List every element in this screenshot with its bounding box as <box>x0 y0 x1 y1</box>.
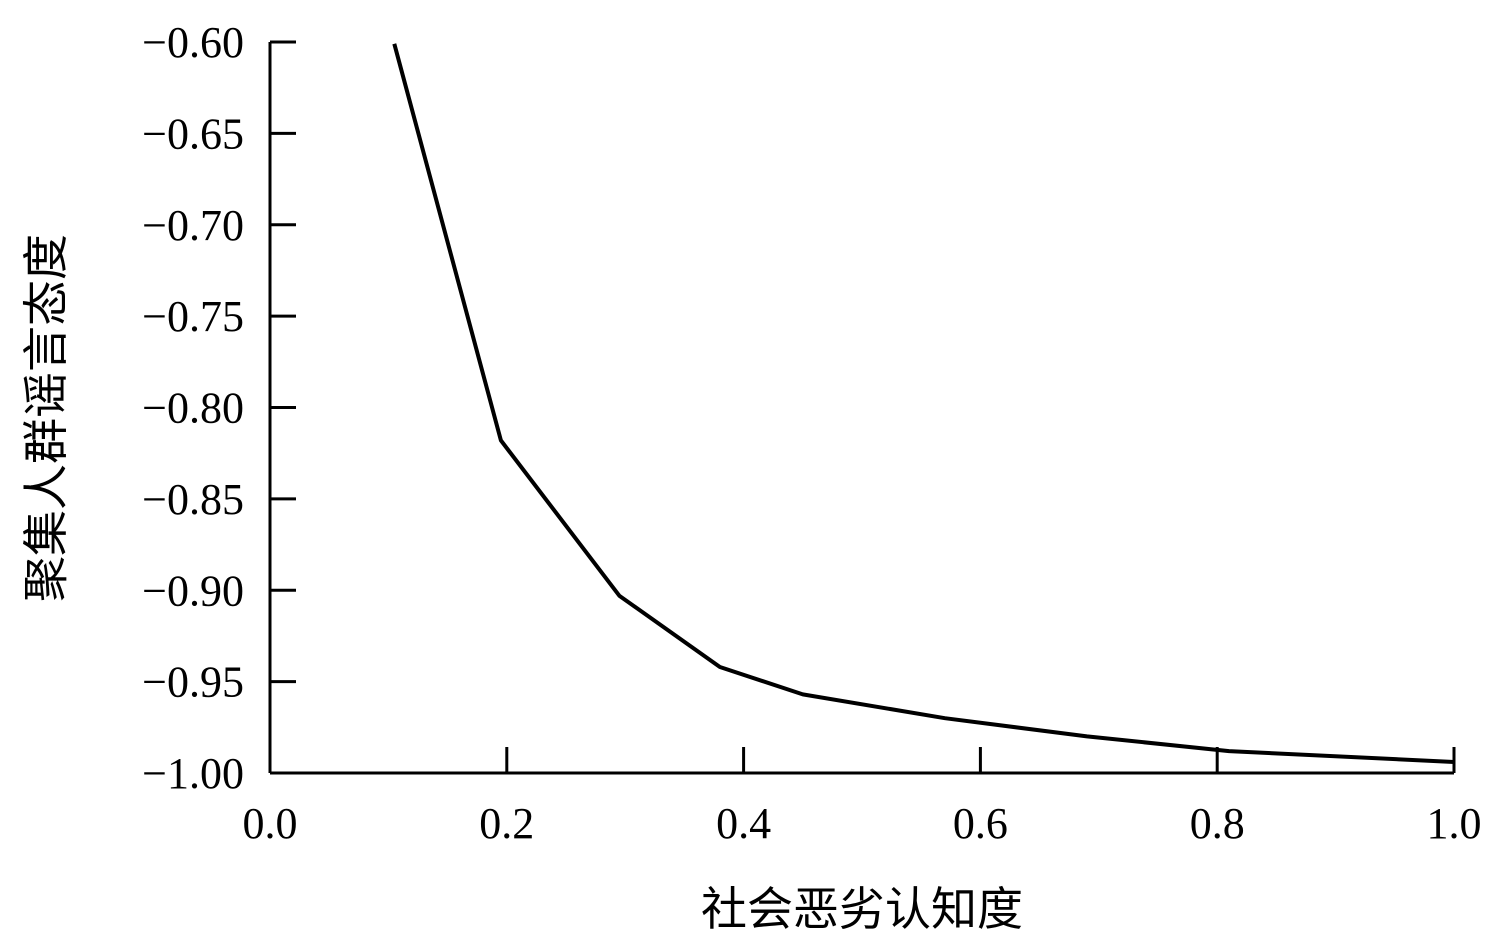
y-tick-label: −0.65 <box>142 109 244 158</box>
x-tick-label: 0.4 <box>716 799 771 848</box>
y-tick-label: −0.70 <box>142 201 244 250</box>
x-tick-label: 1.0 <box>1427 799 1482 848</box>
y-tick-label: −0.75 <box>142 292 244 341</box>
y-tick-label: −1.00 <box>142 749 244 798</box>
x-tick-label: 0.2 <box>479 799 534 848</box>
y-tick-label: −0.60 <box>142 18 244 67</box>
y-ticks: −0.60 −0.65 −0.70 −0.75 −0.80 −0.85 −0.90 −0.95… <box>142 18 296 798</box>
axes <box>268 42 1454 775</box>
y-tick-label: −0.90 <box>142 566 244 615</box>
y-tick-label: −0.85 <box>142 475 244 524</box>
x-axis-label: 社会恶劣认知度 <box>701 882 1023 936</box>
series-line <box>392 43 1455 764</box>
x-tick-label: 0.0 <box>243 799 298 848</box>
y-axis-label: 聚集人群谣言态度 <box>19 234 73 602</box>
x-tick-label: 0.6 <box>953 799 1008 848</box>
y-tick-label: −0.95 <box>142 658 244 707</box>
series-layer <box>392 43 1455 764</box>
x-ticks: 0.0 0.2 0.4 0.6 0.8 1.0 <box>243 747 1482 848</box>
x-tick-label: 0.8 <box>1190 799 1245 848</box>
y-tick-label: −0.80 <box>142 384 244 433</box>
